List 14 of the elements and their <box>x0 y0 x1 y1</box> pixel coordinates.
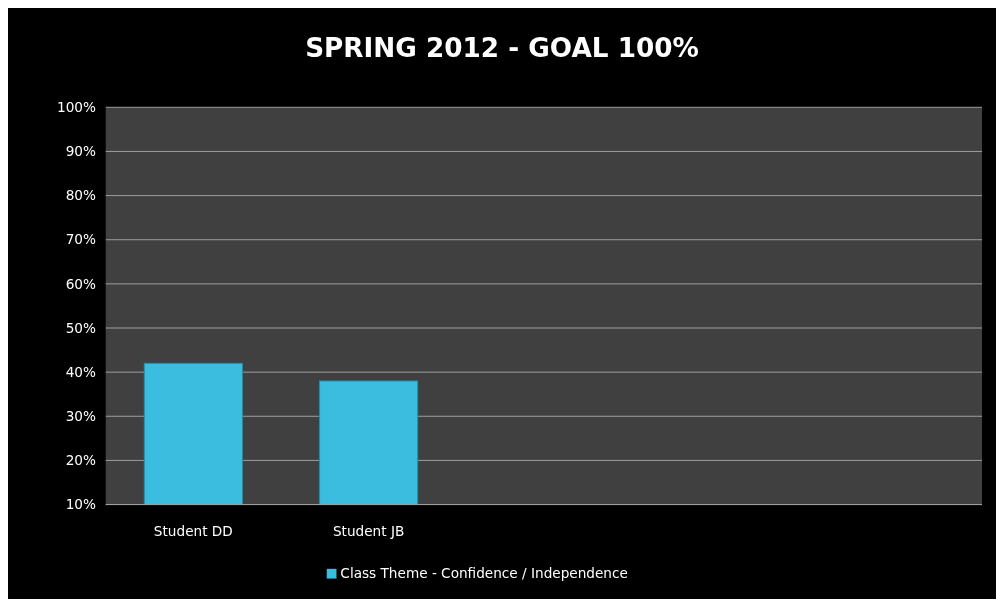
y-tick-label: 10% <box>65 496 97 513</box>
y-tick-label: 50% <box>65 319 97 336</box>
x-tick-label: Student DD <box>153 522 233 539</box>
y-tick-label: 80% <box>65 187 97 204</box>
x-tick-label: Student JB <box>332 522 405 539</box>
y-tick-label: 20% <box>65 452 97 469</box>
y-tick-label: 40% <box>65 363 97 380</box>
chart-title: SPRING 2012 - GOAL 100% <box>305 32 699 63</box>
y-tick-label: 60% <box>65 275 97 292</box>
y-tick-label: 70% <box>65 231 97 248</box>
legend-label: Class Theme - Confidence / Independence <box>340 564 628 581</box>
y-tick-label: 100% <box>57 99 97 116</box>
y-tick-label: 30% <box>65 408 97 425</box>
y-tick-label: 90% <box>65 143 97 160</box>
